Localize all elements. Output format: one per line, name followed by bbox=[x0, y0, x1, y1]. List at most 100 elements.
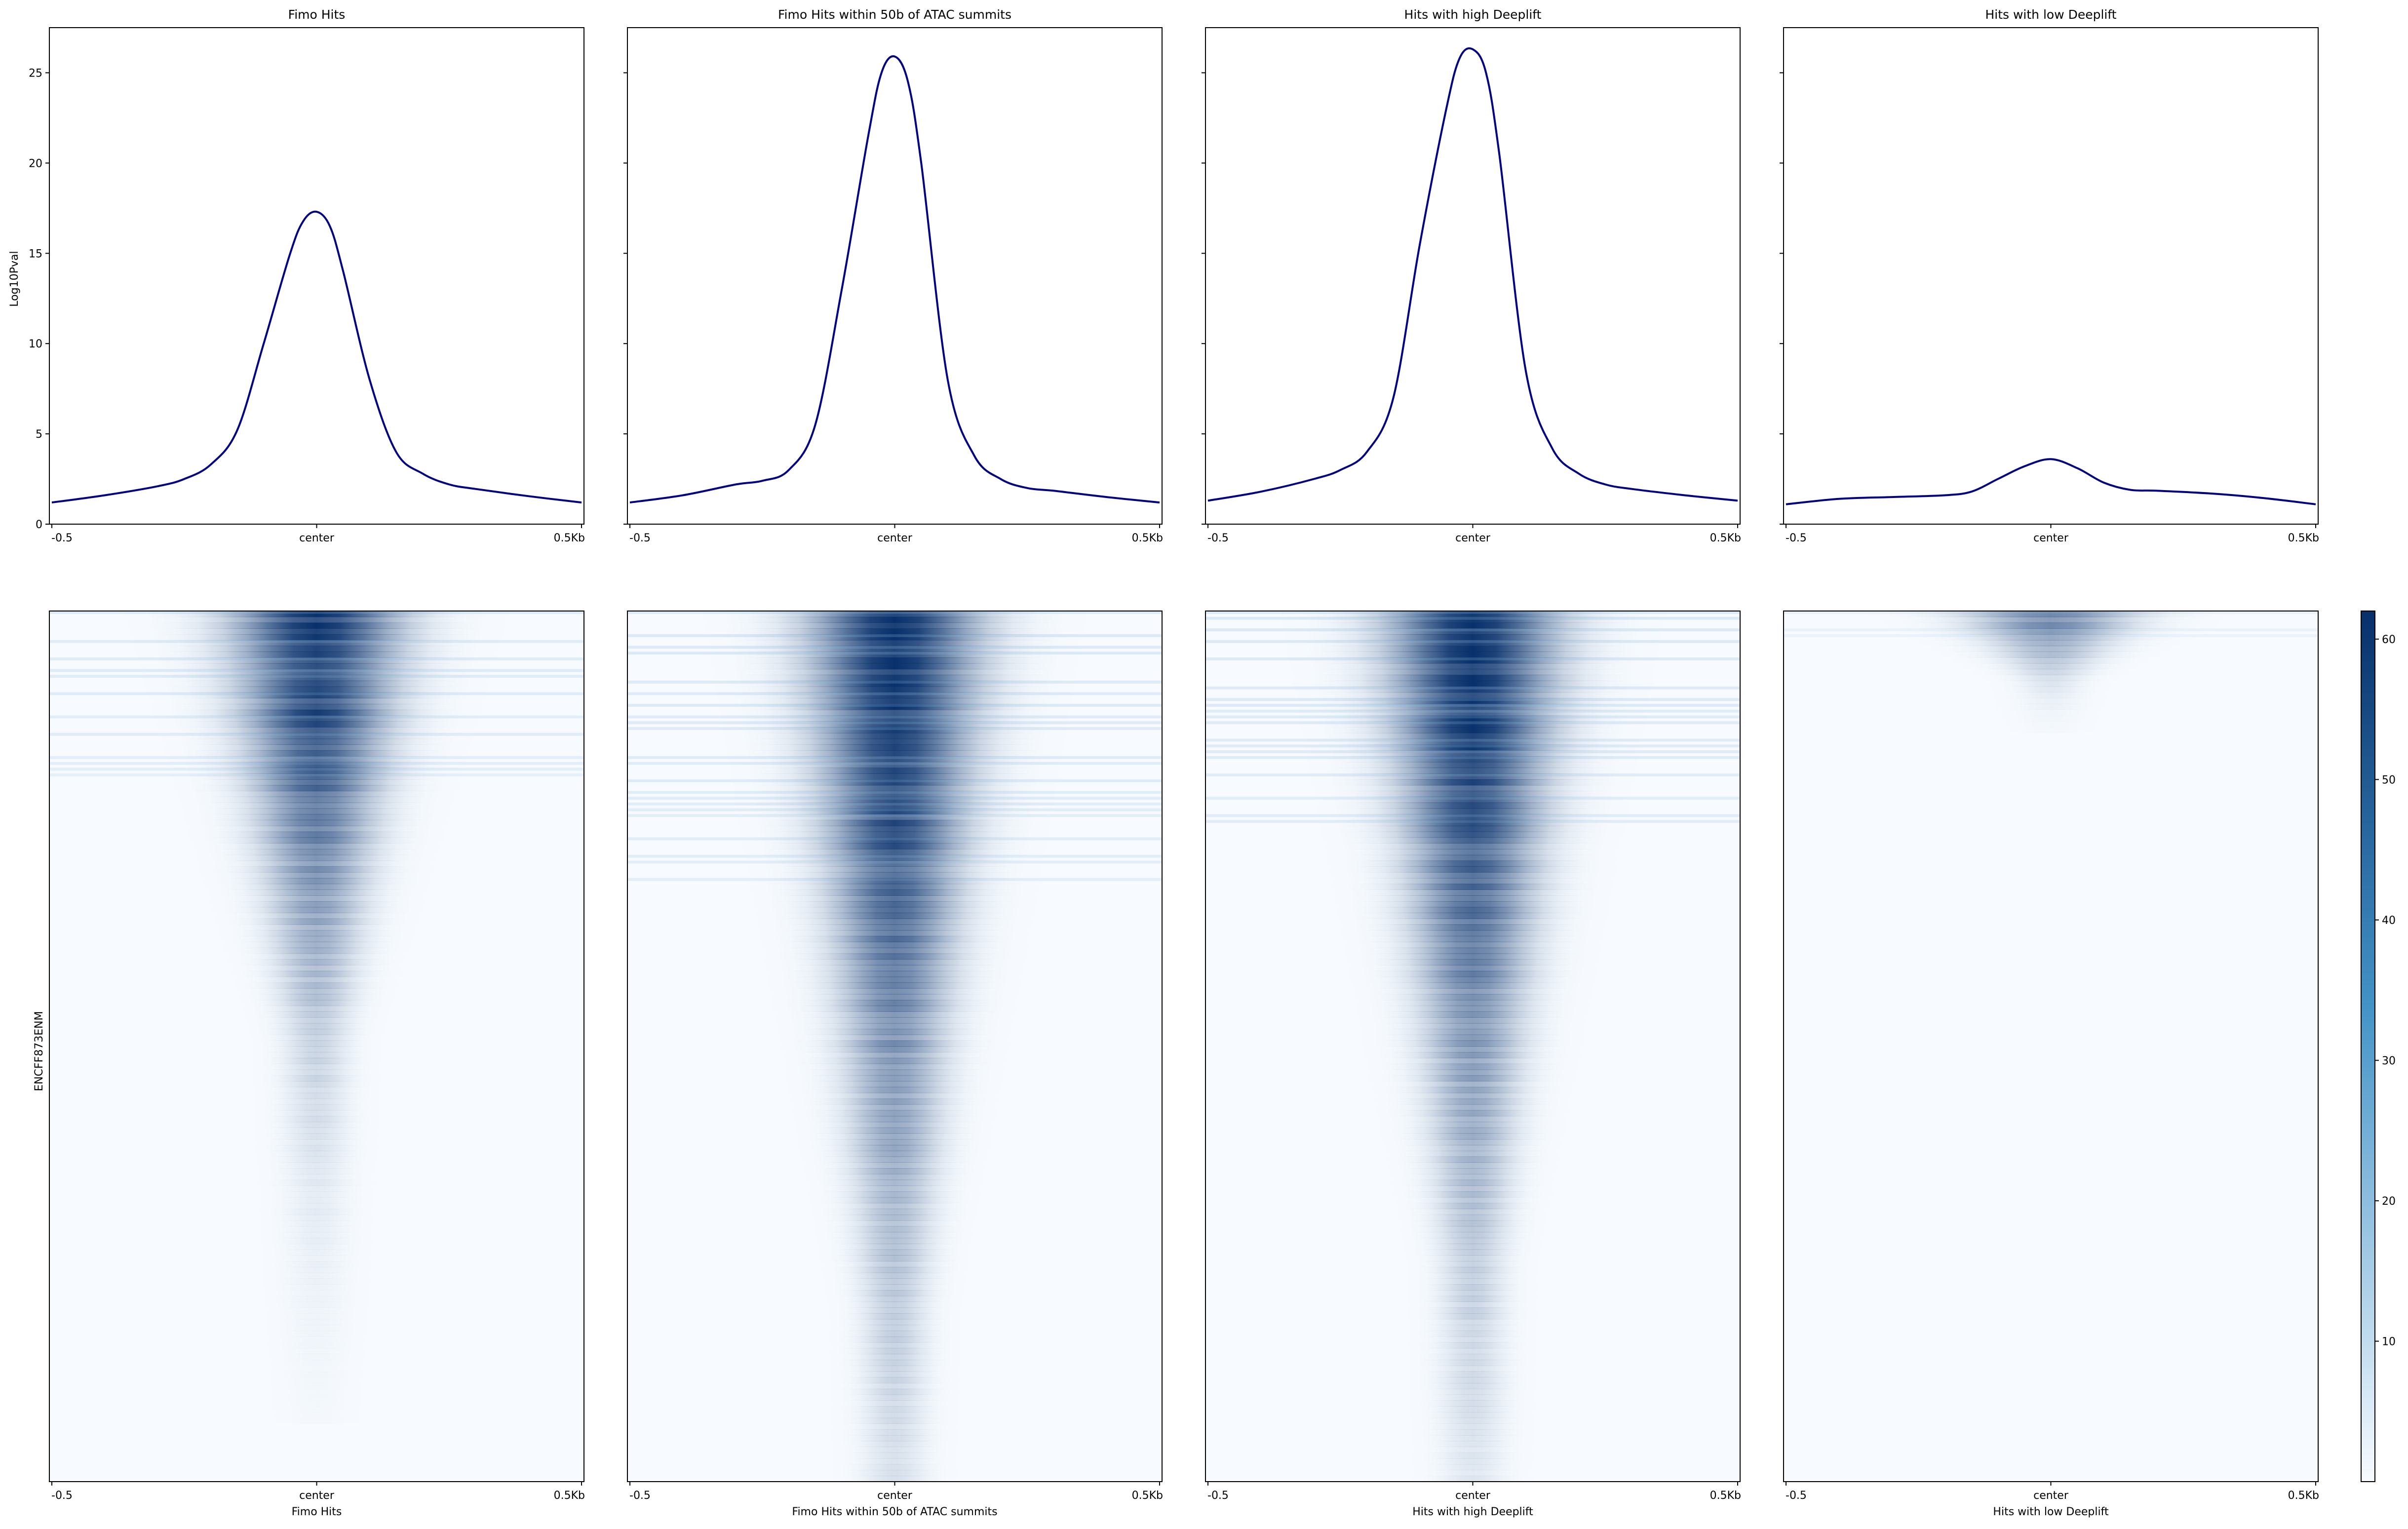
heatmap-row bbox=[1860, 634, 2242, 641]
heatmap-row bbox=[131, 773, 502, 780]
heatmap-panel bbox=[1205, 611, 1741, 1482]
profile-title: Hits with high Deeplift bbox=[1404, 7, 1542, 22]
heatmap-row bbox=[213, 1011, 421, 1018]
heatmap-row bbox=[737, 1005, 1053, 1012]
heatmap-row bbox=[1923, 663, 2178, 670]
heatmap-row bbox=[1346, 1121, 1599, 1128]
heatmap-row bbox=[169, 883, 464, 890]
heatmap-streak bbox=[627, 704, 1162, 707]
heatmap-row bbox=[159, 854, 474, 861]
heatmap-streak bbox=[627, 715, 1162, 719]
heatmap-row bbox=[1379, 1447, 1567, 1453]
heatmap-streak bbox=[627, 837, 1162, 841]
heatmap-row bbox=[781, 1220, 1008, 1227]
heatmap-row bbox=[1957, 698, 2145, 704]
heatmap-row bbox=[801, 1470, 989, 1476]
heatmap-row bbox=[1357, 1168, 1589, 1175]
heatmap-row bbox=[657, 622, 1133, 629]
heatmap-x-label: 0.5Kb bbox=[554, 1490, 585, 1502]
profile-series-line bbox=[1786, 458, 2316, 505]
heatmap-row bbox=[1258, 727, 1688, 733]
heatmap-row bbox=[82, 628, 551, 635]
heatmap-row bbox=[100, 681, 534, 687]
heatmap-row bbox=[189, 942, 444, 948]
heatmap-row bbox=[1262, 744, 1684, 751]
heatmap-row bbox=[223, 1121, 411, 1128]
heatmap-row bbox=[1835, 622, 2266, 629]
heatmap-row bbox=[139, 797, 494, 803]
profile-title: Hits with low Deeplift bbox=[1985, 7, 2116, 22]
heatmap-row bbox=[702, 843, 1087, 849]
heatmap-streak bbox=[1205, 640, 1740, 643]
heatmap-row bbox=[742, 1034, 1047, 1041]
heatmap-row bbox=[1376, 1255, 1569, 1261]
heatmap-row bbox=[721, 930, 1069, 937]
heatmap-row bbox=[1345, 1116, 1600, 1122]
heatmap-streak bbox=[1205, 704, 1740, 707]
heatmap-row bbox=[223, 1366, 410, 1372]
heatmap-row bbox=[1335, 1070, 1611, 1076]
heatmap-row bbox=[92, 657, 542, 664]
heatmap-row bbox=[1378, 1261, 1568, 1267]
heatmap-row bbox=[688, 773, 1101, 780]
heatmap-background bbox=[1784, 611, 2318, 1482]
heatmap-row bbox=[1286, 854, 1659, 861]
heatmap-streak bbox=[1205, 657, 1740, 660]
heatmap-row bbox=[145, 814, 488, 820]
heatmap-streak bbox=[1784, 611, 2318, 614]
heatmap-row bbox=[1362, 1191, 1584, 1198]
heatmap-row bbox=[801, 1365, 989, 1372]
heatmap-streak bbox=[1205, 814, 1740, 817]
heatmap-row bbox=[155, 843, 478, 849]
heatmap-streak bbox=[1205, 628, 1740, 632]
heatmap-row bbox=[96, 669, 538, 675]
heatmap-row bbox=[1379, 1284, 1567, 1291]
heatmap-row bbox=[203, 982, 430, 989]
heatmap-row bbox=[1379, 1278, 1567, 1285]
heatmap-row bbox=[211, 1005, 423, 1012]
heatmap-row bbox=[223, 1139, 411, 1146]
heatmap-row bbox=[789, 1255, 1001, 1261]
heatmap-streak bbox=[627, 814, 1162, 817]
heatmap-row bbox=[223, 1319, 410, 1325]
heatmap-row bbox=[801, 1319, 989, 1326]
heatmap-row bbox=[1293, 883, 1653, 890]
heatmap-row bbox=[223, 1278, 411, 1285]
heatmap-row bbox=[775, 1185, 1015, 1192]
heatmap-row bbox=[1321, 1005, 1625, 1012]
heatmap-row bbox=[1379, 1458, 1567, 1465]
colorbar-tick-label: 60 bbox=[2382, 634, 2396, 646]
heatmap-row bbox=[1379, 1394, 1567, 1401]
heatmap-row bbox=[1341, 1098, 1604, 1105]
heatmap-streak bbox=[627, 803, 1162, 805]
heatmap-row bbox=[1314, 976, 1631, 983]
heatmap-streak bbox=[49, 611, 584, 614]
heatmap-row bbox=[223, 1360, 410, 1366]
heatmap-row bbox=[691, 785, 1099, 792]
heatmap-row bbox=[1255, 715, 1690, 722]
heatmap-row bbox=[1957, 686, 2145, 693]
heatmap-row bbox=[800, 1307, 990, 1314]
heatmap-row bbox=[1290, 872, 1655, 879]
heatmap-row bbox=[223, 1185, 411, 1192]
heatmap-row bbox=[695, 808, 1094, 815]
heatmap-row bbox=[1285, 849, 1660, 855]
profile-x-label: 0.5Kb bbox=[1132, 532, 1163, 544]
heatmap-row bbox=[1253, 704, 1693, 710]
heatmap-row bbox=[1810, 611, 2291, 617]
heatmap-row bbox=[223, 1337, 410, 1342]
heatmap-row bbox=[223, 1215, 411, 1221]
heatmap-row bbox=[1348, 1127, 1598, 1134]
heatmap-streak bbox=[49, 715, 584, 719]
heatmap-row bbox=[1379, 1423, 1567, 1430]
heatmap-streak bbox=[49, 675, 584, 678]
heatmap-streak bbox=[627, 756, 1162, 759]
heatmap-row bbox=[1354, 1156, 1592, 1163]
heatmap-row bbox=[1237, 634, 1709, 641]
heatmap-row bbox=[763, 1133, 1026, 1140]
heatmap-row bbox=[713, 895, 1076, 902]
heatmap-row bbox=[1332, 1058, 1614, 1064]
heatmap-row bbox=[1349, 1133, 1596, 1140]
heatmap-row bbox=[88, 646, 545, 652]
